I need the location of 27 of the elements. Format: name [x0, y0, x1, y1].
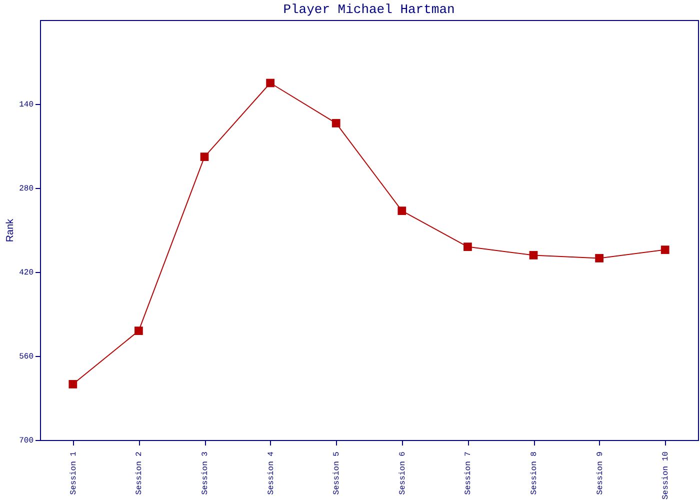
x-tick-label: Session 7 [464, 451, 474, 495]
x-tick-label: Session 8 [530, 451, 539, 495]
point [266, 78, 274, 88]
x-tick-label: Session 6 [398, 451, 408, 495]
point [464, 242, 472, 251]
point [595, 254, 604, 262]
x-tick-label: Session 3 [201, 451, 210, 495]
x-tick-label: Session 1 [69, 451, 78, 495]
y-tick-label: 700 [19, 436, 34, 446]
point [660, 246, 670, 254]
point [68, 380, 78, 388]
point [529, 251, 538, 260]
y-tick-label: 140 [19, 100, 34, 110]
point [332, 119, 340, 128]
point [134, 326, 143, 335]
point [200, 152, 209, 161]
x-tick-label: Session 5 [332, 451, 342, 495]
y-tick-label: 280 [19, 184, 34, 194]
x-tick-label: Session 9 [596, 451, 605, 495]
point [398, 206, 406, 215]
y-axis-title: Rank [5, 218, 16, 242]
y-tick-label: 420 [19, 268, 34, 278]
x-tick-label: Session 10 [662, 451, 671, 500]
x-tick-label: Session 2 [135, 451, 144, 495]
chart-title: Player Michael Hartman [283, 2, 455, 17]
y-tick-label: 560 [19, 352, 34, 362]
x-tick-label: Session 4 [266, 451, 276, 495]
